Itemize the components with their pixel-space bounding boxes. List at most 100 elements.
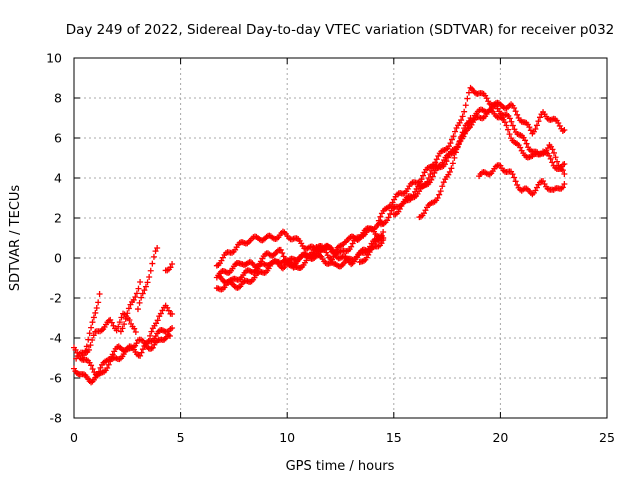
grid: [74, 58, 607, 418]
data-point: [424, 178, 431, 185]
data-point: [145, 337, 152, 344]
x-tick-label: 20: [492, 430, 508, 445]
data-point: [86, 330, 93, 337]
x-tick-label: 10: [279, 430, 295, 445]
axis-ticks: 0 5 10 15 20 25 -8 -6 -4 -2 0 2 4 6 8 10: [46, 51, 615, 446]
data-point: [437, 188, 444, 195]
data-point: [118, 314, 125, 321]
data-point: [463, 127, 470, 134]
x-axis-label: GPS time / hours: [286, 459, 395, 474]
series-track-5: [117, 279, 144, 335]
data-point: [131, 325, 138, 332]
x-tick-label: 15: [386, 430, 402, 445]
data-point: [552, 154, 559, 161]
data-point: [514, 111, 521, 118]
data-point: [115, 323, 122, 330]
data-point: [83, 343, 90, 350]
data-point: [82, 348, 89, 355]
data-point: [125, 305, 132, 312]
data-point: [88, 362, 95, 369]
data-point: [165, 307, 172, 314]
data-point: [72, 346, 79, 353]
y-tick-label: -6: [50, 371, 63, 386]
data-point: [124, 310, 131, 317]
data-point: [452, 149, 459, 156]
data-point: [506, 131, 513, 138]
data-point: [451, 154, 458, 161]
data-point: [166, 333, 173, 339]
data-point: [79, 355, 86, 362]
data-point: [147, 332, 154, 339]
data-point: [522, 137, 529, 144]
data-point: [116, 319, 123, 326]
data-points: [71, 84, 568, 386]
data-point: [512, 178, 519, 185]
data-point: [551, 149, 558, 156]
data-point: [89, 319, 96, 326]
data-point: [446, 168, 453, 175]
data-point: [260, 236, 267, 243]
data-point: [277, 246, 284, 253]
data-point: [338, 263, 345, 270]
data-point: [122, 315, 129, 322]
data-point: [561, 171, 568, 177]
data-point: [503, 122, 510, 129]
data-point: [96, 291, 103, 297]
plot-frame: [73, 57, 608, 419]
series-track-4: [79, 291, 103, 362]
series-track-3: [73, 310, 139, 362]
data-point: [132, 329, 139, 335]
data-point: [375, 217, 382, 224]
data-point: [549, 159, 556, 166]
y-tick-label: 4: [54, 171, 62, 186]
data-point: [88, 324, 95, 331]
data-point: [90, 314, 97, 321]
data-point: [465, 89, 472, 96]
data-point: [440, 179, 447, 186]
data-point: [427, 171, 434, 178]
data-point: [117, 328, 124, 335]
data-point: [458, 117, 465, 124]
data-point: [157, 310, 164, 317]
series-track-2: [71, 331, 173, 386]
data-point: [436, 191, 443, 198]
data-point: [141, 287, 148, 294]
data-point: [90, 332, 97, 339]
data-point: [133, 340, 140, 347]
data-point: [420, 172, 427, 179]
data-point: [559, 184, 566, 191]
data-point: [536, 114, 543, 121]
chart-title: Day 249 of 2022, Sidereal Day-to-day VTE…: [66, 22, 615, 38]
data-point: [448, 136, 455, 143]
data-point: [554, 158, 561, 165]
data-point: [144, 279, 151, 286]
data-point: [459, 113, 466, 120]
series-track-17: [416, 115, 474, 221]
data-point: [87, 342, 94, 349]
data-point: [509, 122, 516, 129]
data-point: [169, 261, 176, 267]
data-point: [136, 299, 143, 306]
data-point: [561, 181, 568, 187]
data-point: [93, 305, 100, 312]
data-point: [235, 284, 242, 291]
data-point: [434, 194, 441, 201]
data-point: [119, 325, 126, 332]
data-point: [138, 349, 145, 356]
series-track-14: [375, 84, 568, 224]
data-point: [439, 183, 446, 190]
data-point: [561, 127, 568, 133]
data-point: [126, 317, 133, 324]
data-point: [169, 325, 176, 331]
data-point: [167, 264, 174, 271]
data-point: [464, 122, 471, 129]
data-point: [505, 126, 512, 133]
y-tick-label: 2: [54, 211, 62, 226]
data-point: [454, 144, 461, 151]
data-point: [509, 171, 516, 178]
data-point: [508, 118, 515, 125]
data-point: [559, 167, 566, 174]
data-point: [433, 156, 440, 163]
data-point: [154, 245, 161, 251]
data-point: [146, 274, 153, 281]
